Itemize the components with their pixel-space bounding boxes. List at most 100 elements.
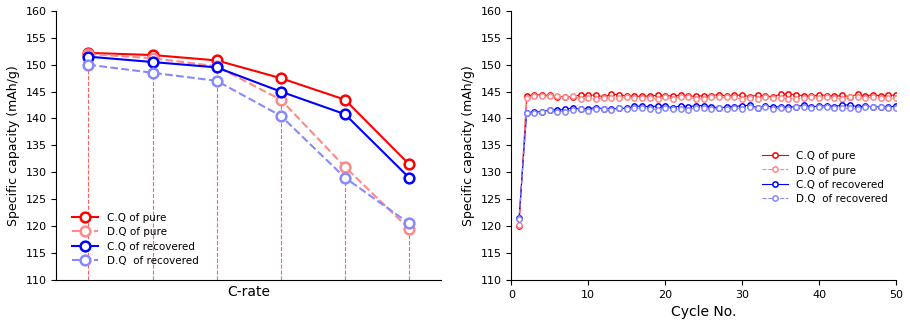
C.Q of pure [698, 94, 709, 98]
C.Q of recovered [147, 60, 158, 64]
D.Q of pure [513, 224, 524, 228]
D.Q  of recovered [675, 107, 686, 111]
C.Q of pure [83, 51, 94, 55]
D.Q  of recovered [844, 107, 855, 111]
D.Q of pure [276, 98, 287, 102]
C.Q of pure [521, 94, 532, 98]
D.Q  of recovered [598, 107, 609, 111]
C.Q of pure [783, 92, 794, 96]
D.Q  of recovered [760, 105, 771, 109]
D.Q of pure [775, 96, 786, 100]
D.Q of pure [211, 64, 222, 68]
C.Q of pure [744, 95, 755, 98]
D.Q  of recovered [752, 106, 763, 110]
D.Q of pure [613, 96, 624, 100]
D.Q  of recovered [629, 107, 640, 111]
D.Q  of recovered [644, 107, 655, 111]
D.Q  of recovered [706, 108, 717, 111]
C.Q of pure [529, 93, 540, 96]
D.Q of pure [706, 95, 717, 99]
C.Q of recovered [582, 107, 593, 111]
D.Q  of recovered [339, 176, 350, 180]
D.Q of pure [798, 96, 809, 100]
C.Q of recovered [513, 216, 524, 220]
C.Q of pure [852, 92, 863, 96]
D.Q of pure [682, 95, 693, 99]
C.Q of recovered [637, 104, 648, 108]
C.Q of recovered [552, 108, 563, 112]
C.Q of recovered [403, 176, 414, 180]
C.Q of recovered [652, 104, 663, 108]
D.Q  of recovered [606, 108, 617, 112]
C.Q of recovered [644, 105, 655, 109]
D.Q  of recovered [891, 106, 902, 110]
C.Q of recovered [537, 110, 548, 114]
C.Q of pure [737, 93, 748, 97]
D.Q  of recovered [791, 105, 802, 109]
D.Q of pure [552, 94, 563, 98]
C.Q of pure [598, 95, 609, 99]
C.Q of recovered [737, 104, 748, 108]
C.Q of recovered [744, 103, 755, 107]
D.Q  of recovered [211, 79, 222, 83]
Y-axis label: Specific capacity (mAh/g): Specific capacity (mAh/g) [462, 65, 475, 226]
C.Q of pure [713, 93, 724, 96]
C.Q of recovered [276, 90, 287, 94]
Y-axis label: Specific capacity (mAh/g): Specific capacity (mAh/g) [7, 65, 20, 226]
D.Q  of recovered [521, 111, 532, 114]
D.Q of pure [652, 97, 663, 101]
C.Q of pure [575, 93, 586, 96]
D.Q of pure [752, 97, 763, 101]
D.Q of pure [606, 96, 617, 100]
C.Q of recovered [806, 105, 817, 109]
C.Q of pure [822, 94, 833, 97]
D.Q of pure [860, 96, 871, 100]
D.Q  of recovered [775, 106, 786, 110]
C.Q of pure [582, 93, 593, 97]
D.Q of pure [575, 97, 586, 101]
C.Q of recovered [798, 103, 809, 107]
D.Q of pure [744, 96, 755, 100]
D.Q of pure [660, 95, 671, 99]
D.Q  of recovered [713, 106, 724, 110]
C.Q of recovered [83, 55, 94, 59]
C.Q of pure [829, 95, 840, 98]
D.Q  of recovered [698, 106, 709, 110]
C.Q of pure [613, 93, 624, 96]
D.Q  of recovered [722, 107, 733, 111]
C.Q of recovered [698, 104, 709, 108]
C.Q of recovered [875, 105, 886, 109]
D.Q of pure [767, 96, 778, 100]
D.Q  of recovered [883, 106, 894, 110]
C.Q of pure [722, 94, 733, 98]
D.Q  of recovered [767, 107, 778, 111]
D.Q of pure [598, 96, 609, 100]
D.Q  of recovered [575, 107, 586, 111]
C.Q of recovered [529, 110, 540, 114]
D.Q of pure [760, 95, 771, 99]
D.Q of pure [891, 96, 902, 100]
C.Q of pure [760, 94, 771, 98]
D.Q of pure [537, 95, 548, 98]
D.Q  of recovered [83, 63, 94, 67]
D.Q  of recovered [637, 106, 648, 110]
D.Q of pure [568, 95, 579, 98]
D.Q  of recovered [513, 217, 524, 221]
Line: C.Q of pure: C.Q of pure [84, 48, 414, 169]
D.Q  of recovered [682, 108, 693, 111]
C.Q of pure [883, 93, 894, 97]
C.Q of pure [339, 98, 350, 102]
D.Q of pure [521, 96, 532, 100]
D.Q of pure [629, 96, 640, 100]
C.Q of recovered [891, 104, 902, 108]
C.Q of pure [706, 94, 717, 97]
C.Q of pure [537, 93, 548, 97]
D.Q of pure [637, 96, 648, 100]
D.Q  of recovered [867, 105, 878, 109]
C.Q of pure [752, 93, 763, 97]
D.Q of pure [829, 96, 840, 100]
C.Q of pure [660, 94, 671, 97]
C.Q of recovered [575, 108, 586, 111]
C.Q of recovered [844, 103, 855, 107]
D.Q of pure [852, 96, 863, 99]
